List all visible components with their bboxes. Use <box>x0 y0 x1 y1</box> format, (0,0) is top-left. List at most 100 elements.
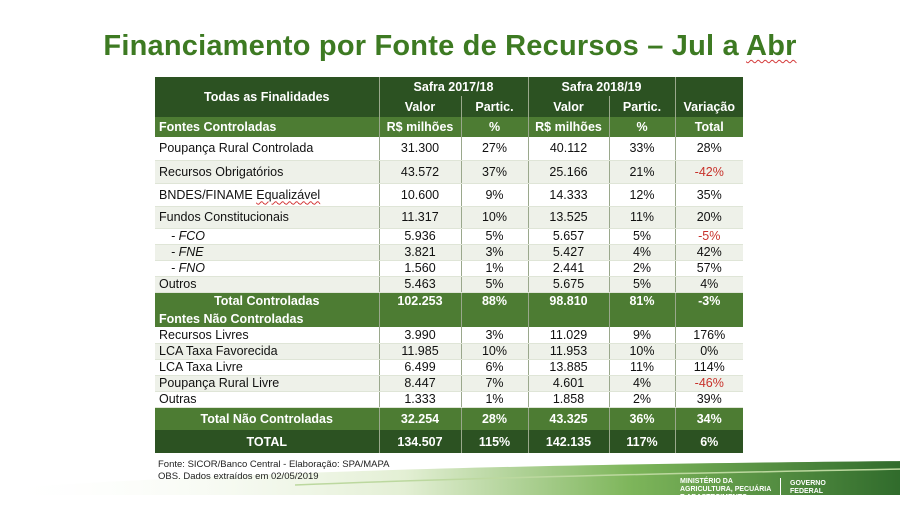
row-label: TOTAL <box>155 430 380 453</box>
cell-value: 2.441 <box>528 260 610 277</box>
cell-value: 4.601 <box>528 375 610 392</box>
section-spacer <box>379 310 462 327</box>
cell-value: 40.112 <box>528 137 610 161</box>
cell-variation: 35% <box>675 183 743 207</box>
cell-value: 13.885 <box>528 359 610 376</box>
cell-value: 5% <box>461 228 529 245</box>
cell-value: 5% <box>609 228 676 245</box>
cell-value: 5.675 <box>528 276 610 293</box>
row-label: Total Não Controladas <box>155 407 380 430</box>
cell-value: 11% <box>609 206 676 229</box>
governo-federal-text: GOVERNO FEDERAL <box>790 480 826 495</box>
cell-variation: 4% <box>675 276 743 293</box>
header-empty <box>675 77 743 96</box>
cell-variation: 28% <box>675 137 743 161</box>
row-label: Recursos Livres <box>155 327 380 344</box>
cell-value: 3.990 <box>379 327 462 344</box>
footer-wave <box>0 461 900 495</box>
cell-value: 5.936 <box>379 228 462 245</box>
table-row: - FNE 3.821 3% 5.427 4% 42% <box>155 244 743 261</box>
cell-value: 25.166 <box>528 160 610 184</box>
cell-value: 33% <box>609 137 676 161</box>
header-partic-1: Partic. <box>461 96 529 117</box>
cell-variation: 6% <box>675 430 743 453</box>
cell-value: 1% <box>461 260 529 277</box>
cell-value: 1.858 <box>528 391 610 408</box>
row-label: Poupança Rural Controlada <box>155 137 380 161</box>
section-spacer <box>528 310 610 327</box>
total-controladas-row: Total Controladas 102.253 88% 98.810 81%… <box>155 292 743 310</box>
cell-value: 7% <box>461 375 529 392</box>
section-spacer <box>675 310 743 327</box>
cell-value: 31.300 <box>379 137 462 161</box>
cell-value: 43.325 <box>528 407 610 430</box>
table-row: Recursos Obrigatórios 43.572 37% 25.166 … <box>155 160 743 184</box>
row-label: Recursos Obrigatórios <box>155 160 380 184</box>
cell-value: 10% <box>609 343 676 360</box>
header-partic-2: Partic. <box>609 96 676 117</box>
table-row: Recursos Livres 3.990 3% 11.029 9% 176% <box>155 327 743 344</box>
row-label: Outros <box>155 276 380 293</box>
cell-value: 4% <box>609 375 676 392</box>
table-row: LCA Taxa Livre 6.499 6% 13.885 11% 114% <box>155 359 743 376</box>
header-valor-1: Valor <box>379 96 462 117</box>
cell-value: 3% <box>461 327 529 344</box>
total-geral-row: TOTAL 134.507 115% 142.135 117% 6% <box>155 430 743 453</box>
cell-value: 13.525 <box>528 206 610 229</box>
cell-value: 142.135 <box>528 430 610 453</box>
logo-divider <box>780 478 781 500</box>
cell-value: 12% <box>609 183 676 207</box>
cell-value: 9% <box>461 183 529 207</box>
cell-value: 32.254 <box>379 407 462 430</box>
row-label: - FCO <box>155 228 380 245</box>
cell-value: 81% <box>609 292 676 310</box>
section-spacer <box>461 310 529 327</box>
slide-title: Financiamento por Fonte de Recursos – Ju… <box>103 30 797 62</box>
table-row: - FNO 1.560 1% 2.441 2% 57% <box>155 260 743 277</box>
obs-note: OBS. Dados extraídos em 02/05/2019 <box>158 471 319 482</box>
source-note: Fonte: SICOR/Banco Central - Elaboração:… <box>158 459 390 470</box>
cell-value: 4% <box>609 244 676 261</box>
cell-variation: 176% <box>675 327 743 344</box>
row-label: Total Controladas <box>155 292 380 310</box>
table-row: - FCO 5.936 5% 5.657 5% -5% <box>155 228 743 245</box>
row-label: Poupança Rural Livre <box>155 375 380 392</box>
cell-variation: 39% <box>675 391 743 408</box>
header-valor-2: Valor <box>528 96 610 117</box>
cell-value: 10% <box>461 206 529 229</box>
table-row: Poupança Rural Livre 8.447 7% 4.601 4% -… <box>155 375 743 392</box>
unit-rs-milhoes-2: R$ milhões <box>528 117 610 137</box>
cell-variation: 34% <box>675 407 743 430</box>
header-todas-finalidades: Todas as Finalidades <box>155 77 380 117</box>
cell-value: 11.985 <box>379 343 462 360</box>
ministry-logo-text: MINISTÉRIO DA AGRICULTURA, PECUÁRIA E AB… <box>680 478 772 501</box>
unit-pct-1: % <box>461 117 529 137</box>
cell-variation: -3% <box>675 292 743 310</box>
cell-value: 11% <box>609 359 676 376</box>
cell-value: 43.572 <box>379 160 462 184</box>
cell-value: 3.821 <box>379 244 462 261</box>
cell-value: 88% <box>461 292 529 310</box>
header-safra-2017-18: Safra 2017/18 <box>379 77 529 96</box>
cell-value: 115% <box>461 430 529 453</box>
row-label: BNDES/FINAME Equalizável <box>155 183 380 207</box>
cell-value: 10.600 <box>379 183 462 207</box>
cell-variation: -42% <box>675 160 743 184</box>
cell-value: 98.810 <box>528 292 610 310</box>
cell-variation: 42% <box>675 244 743 261</box>
cell-variation: 20% <box>675 206 743 229</box>
row-label: LCA Taxa Livre <box>155 359 380 376</box>
cell-value: 8.447 <box>379 375 462 392</box>
table-row: Poupança Rural Controlada 31.300 27% 40.… <box>155 137 743 161</box>
cell-value: 11.953 <box>528 343 610 360</box>
cell-value: 5% <box>461 276 529 293</box>
cell-value: 14.333 <box>528 183 610 207</box>
table-notes: Fonte: SICOR/Banco Central - Elaboração:… <box>158 459 389 483</box>
row-label: - FNO <box>155 260 380 277</box>
header-safra-2018-19: Safra 2018/19 <box>528 77 676 96</box>
cell-value: 3% <box>461 244 529 261</box>
cell-value: 102.253 <box>379 292 462 310</box>
total-nao-controladas-row: Total Não Controladas 32.254 28% 43.325 … <box>155 407 743 430</box>
title-end: Abr <box>746 30 797 62</box>
cell-value: 1.333 <box>379 391 462 408</box>
